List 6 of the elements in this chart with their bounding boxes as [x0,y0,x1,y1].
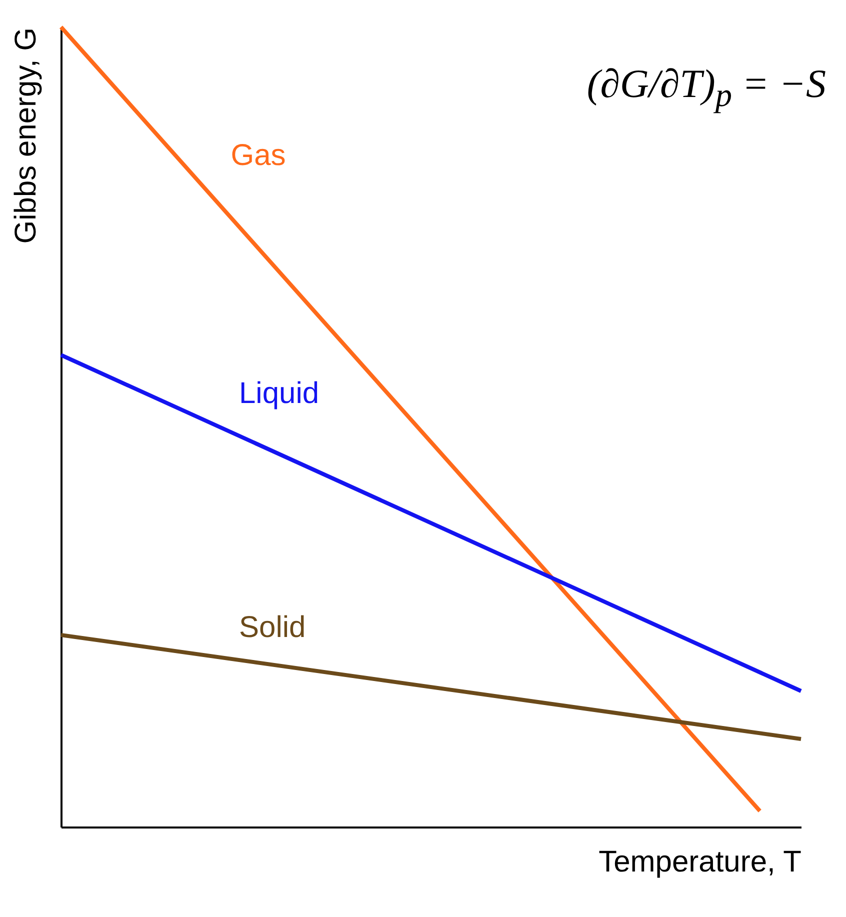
annotation: (∂G/∂T)$_{p}$ = −S [586,60,826,115]
series-label: Gas [230,138,286,172]
series-label: Solid [239,610,306,644]
x-axis-title: Temperature, T [598,846,802,878]
series-label: Liquid [239,377,320,410]
y-axis-title: Gibbs energy, G [10,28,42,244]
